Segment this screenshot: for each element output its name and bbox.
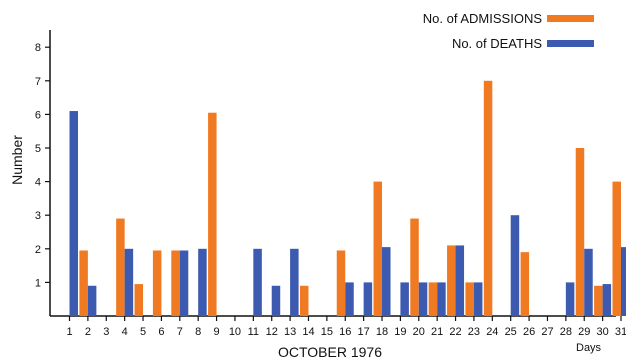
axes-layer xyxy=(49,30,616,317)
x-tick-label: 31 xyxy=(615,326,626,338)
x-tick-label: 20 xyxy=(413,326,425,338)
deaths-bar-12 xyxy=(271,285,281,316)
deaths-bar-1 xyxy=(69,111,78,316)
admissions-bar-26 xyxy=(520,252,530,316)
admissions-bar-2 xyxy=(79,250,88,316)
x-tick-label: 13 xyxy=(284,326,296,338)
deaths-bar-25 xyxy=(510,215,520,316)
admissions-bar-7 xyxy=(171,250,180,316)
deaths-bar-20 xyxy=(418,282,428,316)
x-tick-label: 11 xyxy=(248,326,259,338)
x-axis-title: OCTOBER 1976 xyxy=(278,344,382,360)
deaths-bar-23 xyxy=(473,282,483,316)
deaths-bar-11 xyxy=(253,248,262,316)
admissions-bar-23 xyxy=(465,282,474,316)
admissions-bar-20 xyxy=(410,218,419,316)
legend-label-deaths: No. of DEATHS xyxy=(452,36,542,51)
deaths-bar-18 xyxy=(382,247,391,316)
x-tick-label: 8 xyxy=(195,326,201,338)
x-tick-label: 14 xyxy=(302,326,314,338)
deaths-bar-22 xyxy=(455,245,465,316)
legend-swatch-admissions xyxy=(547,15,594,22)
legend-swatch-deaths xyxy=(547,40,594,47)
x-tick-label: 4 xyxy=(122,326,128,338)
admissions-bar-24 xyxy=(483,80,493,316)
x-tick-label: 1 xyxy=(66,326,72,338)
legend-label-admissions: No. of ADMISSIONS xyxy=(423,11,543,26)
x-tick-label: 9 xyxy=(214,326,220,338)
x-tick-label: 29 xyxy=(578,326,590,338)
x-tick-label: 3 xyxy=(103,326,109,338)
x-tick-label: 24 xyxy=(486,326,498,338)
x-axis-unit-label: Days xyxy=(576,342,602,354)
x-tick-label: 10 xyxy=(229,326,241,338)
deaths-bar-30 xyxy=(602,284,612,316)
admissions-bar-16 xyxy=(336,250,346,316)
admissions-bar-14 xyxy=(299,285,309,316)
deaths-bar-29 xyxy=(584,248,593,316)
deaths-bar-7 xyxy=(179,250,189,316)
x-tick-label: 15 xyxy=(321,326,333,338)
admissions-bar-31 xyxy=(612,181,621,316)
admissions-bar-29 xyxy=(575,148,585,316)
x-tick-label: 5 xyxy=(140,326,146,338)
y-tick-label: 5 xyxy=(35,143,41,155)
x-tick-label: 6 xyxy=(158,326,164,338)
x-tick-label: 28 xyxy=(560,326,572,338)
y-tick-label: 6 xyxy=(35,109,41,121)
x-tick-label: 18 xyxy=(376,326,388,338)
admissions-bar-9 xyxy=(208,112,217,316)
bars-layer xyxy=(69,80,626,316)
y-tick-label: 4 xyxy=(35,177,41,189)
x-tick-label: 26 xyxy=(523,326,535,338)
x-tick-label: 16 xyxy=(339,326,351,338)
deaths-bar-21 xyxy=(437,282,446,316)
deaths-bar-17 xyxy=(363,282,373,316)
x-tick-label: 22 xyxy=(449,326,461,338)
admissions-bar-30 xyxy=(594,285,603,316)
deaths-bar-2 xyxy=(87,285,97,316)
y-tick-label: 1 xyxy=(35,277,41,289)
x-tick-label: 30 xyxy=(596,326,608,338)
deaths-bar-4 xyxy=(124,248,134,316)
admissions-bar-4 xyxy=(116,218,125,316)
y-tick-label: 7 xyxy=(35,76,41,88)
y-tick-label: 8 xyxy=(35,42,41,54)
y-tick-label: 2 xyxy=(35,244,41,256)
x-tick-label: 19 xyxy=(394,326,406,338)
y-axis-title: Number xyxy=(9,135,25,185)
deaths-bar-16 xyxy=(345,282,354,316)
admissions-bar-22 xyxy=(447,245,456,316)
admissions-bar-18 xyxy=(373,181,383,316)
y-tick-label: 3 xyxy=(35,210,41,222)
x-tick-label: 17 xyxy=(358,326,370,338)
x-tick-label: 27 xyxy=(541,326,553,338)
legend: No. of ADMISSIONS No. of DEATHS xyxy=(423,11,594,51)
x-tick-label: 12 xyxy=(266,326,278,338)
admissions-bar-5 xyxy=(134,284,144,316)
deaths-bar-31 xyxy=(621,247,626,316)
x-tick-label: 23 xyxy=(468,326,480,338)
x-tick-label: 25 xyxy=(505,326,517,338)
x-tick-label: 7 xyxy=(177,326,183,338)
x-tick-label: 2 xyxy=(85,326,91,338)
deaths-bar-8 xyxy=(198,248,207,316)
admissions-bar-6 xyxy=(152,250,162,316)
deaths-bar-28 xyxy=(565,282,575,316)
x-tick-label: 21 xyxy=(431,326,443,338)
deaths-bar-13 xyxy=(290,248,299,316)
admissions-bar-21 xyxy=(428,282,438,316)
deaths-bar-19 xyxy=(400,282,409,316)
